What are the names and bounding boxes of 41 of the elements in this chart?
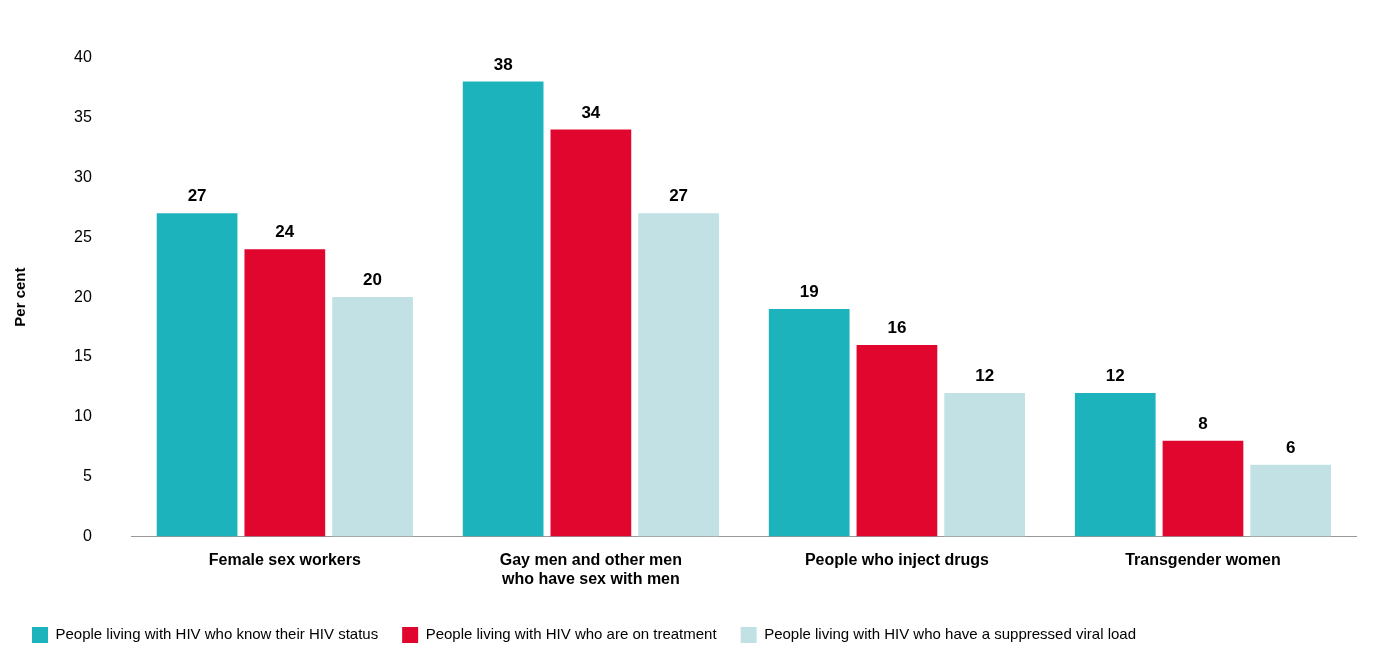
x-tick-label: Gay men and other men who have sex with men xyxy=(499,550,683,587)
y-tick-label: 30 xyxy=(74,167,92,185)
bar xyxy=(156,213,238,537)
legend-label: People living with HIV who have a suppressed viral load xyxy=(764,625,1137,643)
y-tick-label: 5 xyxy=(82,467,92,485)
y-tick-label: 0 xyxy=(82,527,92,545)
bar xyxy=(1162,440,1244,537)
data-label: 27 xyxy=(669,186,689,206)
data-label: 12 xyxy=(975,366,995,386)
data-label: 27 xyxy=(187,186,207,206)
bar xyxy=(1250,464,1332,537)
y-tick-label: 20 xyxy=(74,287,92,305)
data-label: 8 xyxy=(1198,413,1208,433)
x-tick-label: People who inject drugs xyxy=(804,550,990,568)
bar xyxy=(462,81,544,537)
y-tick-label: 10 xyxy=(74,407,92,425)
x-tick-label: Transgender women xyxy=(1125,550,1281,568)
legend-label: People living with HIV who are on treatment xyxy=(425,625,718,643)
legend-label: People living with HIV who know their HIV status xyxy=(55,625,379,643)
data-label: 12 xyxy=(1105,366,1125,386)
bar xyxy=(768,309,850,537)
data-label: 19 xyxy=(799,282,819,302)
bar xyxy=(244,249,326,537)
bar xyxy=(944,392,1026,537)
data-label: 6 xyxy=(1285,437,1296,457)
x-tick-label: Female sex workers xyxy=(208,550,361,568)
y-tick-label: 40 xyxy=(74,48,92,66)
bar xyxy=(1074,392,1156,537)
data-label: 20 xyxy=(363,270,383,290)
bar xyxy=(550,129,632,537)
data-label: 34 xyxy=(581,102,601,122)
y-tick-label: 25 xyxy=(74,227,92,245)
bar xyxy=(332,297,413,537)
data-label: 24 xyxy=(275,222,295,242)
y-tick-label: 35 xyxy=(74,107,92,125)
data-label: 38 xyxy=(493,54,513,74)
data-label: 16 xyxy=(887,318,907,338)
y-axis-title: Per cent xyxy=(11,267,29,327)
bar xyxy=(856,345,938,537)
bar xyxy=(638,213,719,537)
y-tick-label: 15 xyxy=(74,347,92,365)
